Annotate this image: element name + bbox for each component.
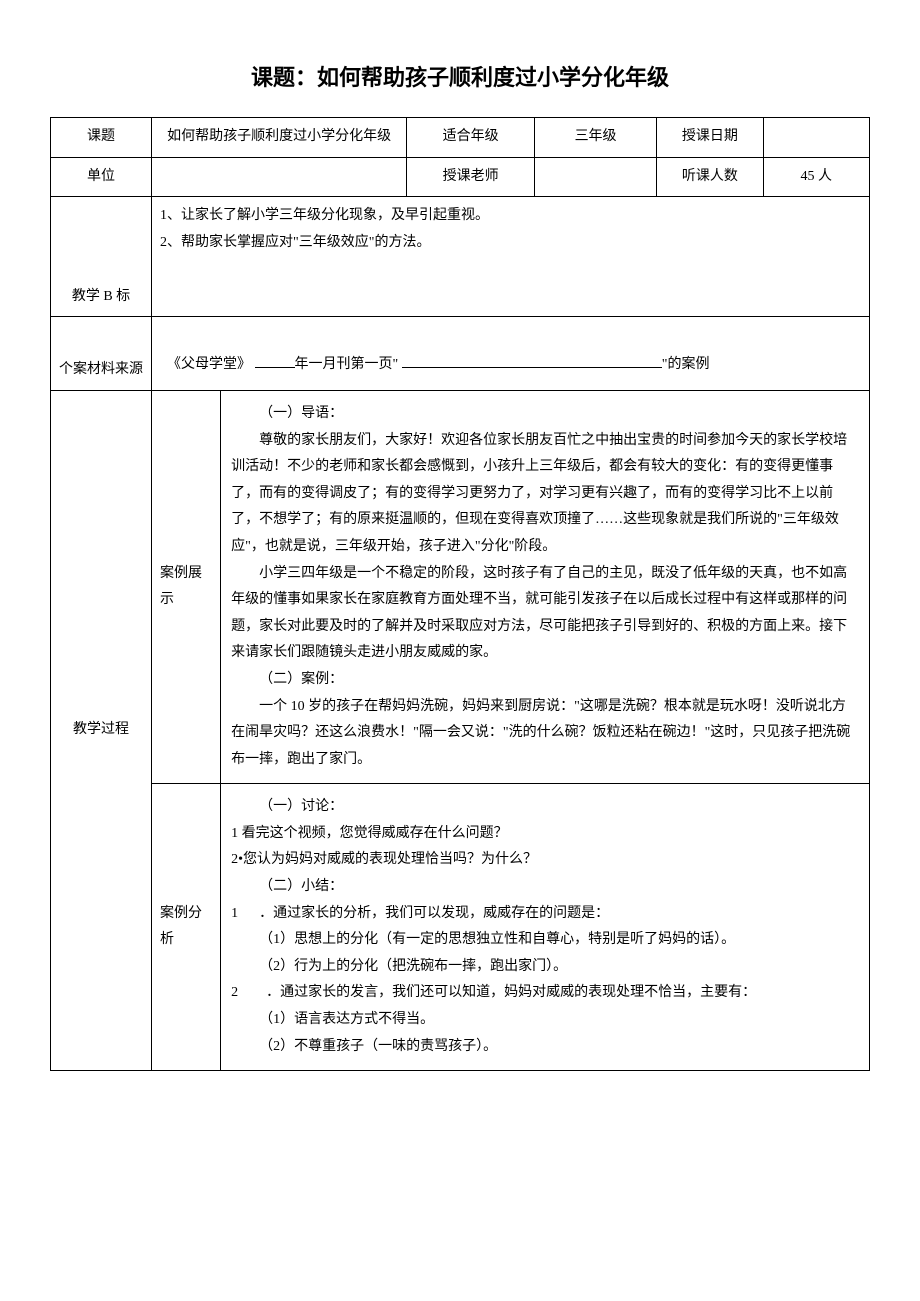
paragraph: 一个 10 岁的孩子在帮妈妈洗碗，妈妈来到厨房说："这哪是洗碗？根本就是玩水呀！… (231, 694, 859, 774)
case-show-content: （一）导语： 尊敬的家长朋友们，大家好！欢迎各位家长朋友百忙之中抽出宝贵的时间参… (221, 390, 870, 783)
table-row: 课题 如何帮助孩子顺利度过小学分化年级 适合年级 三年级 授课日期 (51, 118, 870, 158)
goals-content: 1、让家长了解小学三年级分化现象，及早引起重视。 2、帮助家长掌握应对"三年级效… (152, 197, 870, 317)
blank-icon (255, 353, 295, 368)
summary-text: ．通过家长的分析，我们可以发现，威威存在的问题是： (259, 906, 609, 921)
list-number: 2 (231, 985, 238, 1000)
process-label: 教学过程 (51, 390, 152, 1070)
section-heading: （一）讨论： (231, 794, 859, 821)
summary-line: 2 ．通过家长的发言，我们还可以知道，妈妈对威威的表现处理不恰当，主要有： (231, 980, 859, 1007)
unit-value (152, 157, 407, 197)
grade-label: 适合年级 (407, 118, 535, 158)
date-label: 授课日期 (657, 118, 763, 158)
summary-line: 1 ．通过家长的分析，我们可以发现，威威存在的问题是： (231, 901, 859, 928)
section-heading: （一）导语： (231, 401, 859, 428)
topic-label: 课题 (51, 118, 152, 158)
paragraph: 小学三四年级是一个不稳定的阶段，这时孩子有了自己的主见，既没了低年级的天真，也不… (231, 561, 859, 667)
blank-icon (402, 353, 662, 368)
table-row: 教学过程 案例展示 （一）导语： 尊敬的家长朋友们，大家好！欢迎各位家长朋友百忙… (51, 390, 870, 783)
audience-label: 听课人数 (657, 157, 763, 197)
audience-value: 45 人 (763, 157, 869, 197)
summary-text: ．通过家长的发言，我们还可以知道，妈妈对威威的表现处理不恰当，主要有： (266, 985, 756, 1000)
grade-value: 三年级 (534, 118, 656, 158)
teacher-label: 授课老师 (407, 157, 535, 197)
paragraph: 尊敬的家长朋友们，大家好！欢迎各位家长朋友百忙之中抽出宝贵的时间参加今天的家长学… (231, 428, 859, 561)
table-row: 教学 B 标 1、让家长了解小学三年级分化现象，及早引起重视。 2、帮助家长掌握… (51, 197, 870, 317)
source-suffix: "的案例 (662, 357, 710, 372)
source-mid: 年一月刊第一页" (295, 357, 399, 372)
sub-item: （2）不尊重孩子（一味的责骂孩子）。 (231, 1034, 859, 1061)
lesson-table: 课题 如何帮助孩子顺利度过小学分化年级 适合年级 三年级 授课日期 单位 授课老… (50, 117, 870, 1071)
section-heading: （二）小结： (231, 874, 859, 901)
teacher-value (534, 157, 656, 197)
topic-value: 如何帮助孩子顺利度过小学分化年级 (152, 118, 407, 158)
table-row: 案例分析 （一）讨论： 1 看完这个视频，您觉得威威存在什么问题？ 2•您认为妈… (51, 784, 870, 1071)
goals-label: 教学 B 标 (51, 197, 152, 317)
sub-item: （1）思想上的分化（有一定的思想独立性和自尊心，特别是听了妈妈的话）。 (231, 927, 859, 954)
sub-item: （1）语言表达方式不得当。 (231, 1007, 859, 1034)
page-title: 课题：如何帮助孩子顺利度过小学分化年级 (50, 60, 870, 92)
unit-label: 单位 (51, 157, 152, 197)
case-analysis-content: （一）讨论： 1 看完这个视频，您觉得威威存在什么问题？ 2•您认为妈妈对威威的… (221, 784, 870, 1071)
list-number: 1 (231, 906, 238, 921)
goal-line: 2、帮助家长掌握应对"三年级效应"的方法。 (160, 230, 861, 257)
sub-item: （2）行为上的分化（把洗碗布一摔，跑出家门）。 (231, 954, 859, 981)
question-line: 2•您认为妈妈对威威的表现处理恰当吗？为什么？ (231, 847, 859, 874)
table-row: 单位 授课老师 听课人数 45 人 (51, 157, 870, 197)
date-value (763, 118, 869, 158)
source-prefix: 《父母学堂》 (167, 357, 251, 372)
section-heading: （二）案例： (231, 667, 859, 694)
source-label: 个案材料来源 (51, 317, 152, 391)
source-content: 《父母学堂》 年一月刊第一页" "的案例 (152, 317, 870, 391)
case-analysis-label: 案例分析 (152, 784, 221, 1071)
case-show-label: 案例展示 (152, 390, 221, 783)
question-line: 1 看完这个视频，您觉得威威存在什么问题？ (231, 821, 859, 848)
table-row: 个案材料来源 《父母学堂》 年一月刊第一页" "的案例 (51, 317, 870, 391)
goal-line: 1、让家长了解小学三年级分化现象，及早引起重视。 (160, 203, 861, 230)
